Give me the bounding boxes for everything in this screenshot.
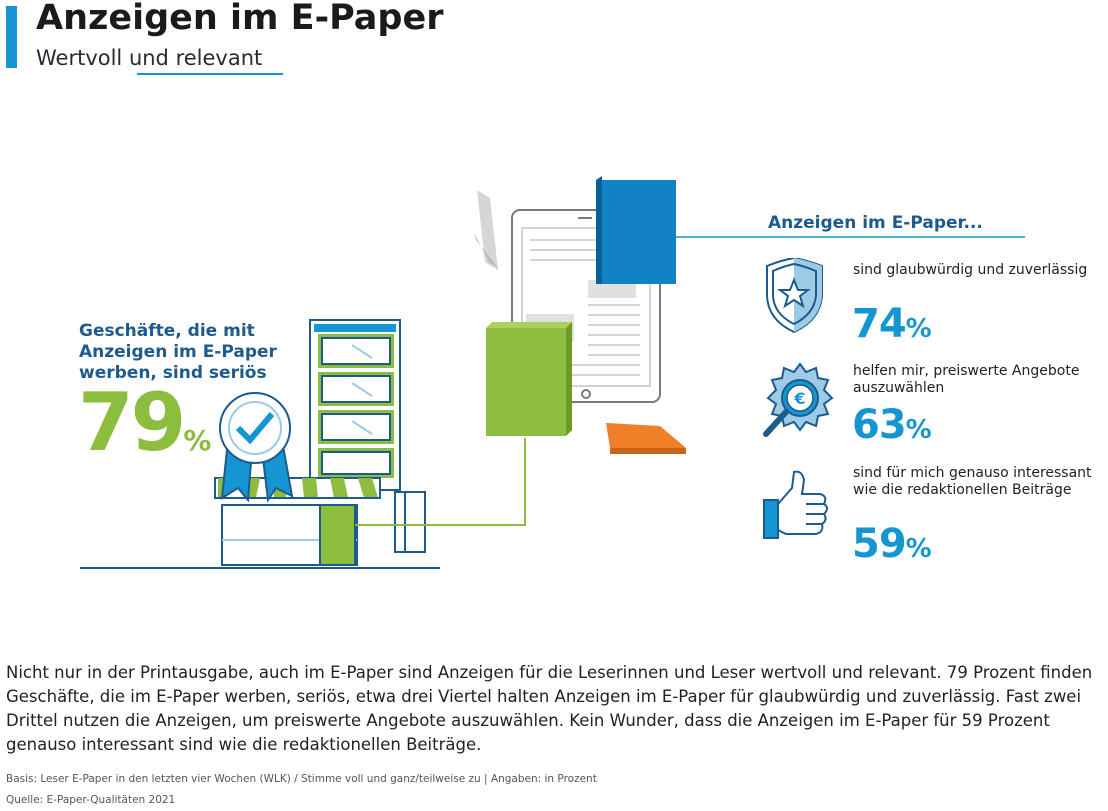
stat-3-number: 59 — [852, 521, 907, 567]
stat-2-number: 63 — [852, 402, 907, 448]
stat-3-unit: % — [905, 534, 932, 564]
stat-2-value: 63% — [852, 405, 932, 445]
stat-2-unit: % — [905, 415, 932, 445]
left-stat-number: 79 — [78, 376, 186, 469]
footnote-basis: Basis: Leser E-Paper in den letzten vier… — [6, 773, 597, 785]
stat-3-value: 59% — [852, 524, 932, 564]
left-stat-label: Geschäfte, die mit Anzeigen im E-Paper w… — [79, 321, 277, 383]
page-title: Anzeigen im E-Paper — [36, 0, 444, 38]
right-heading: Anzeigen im E-Paper... — [768, 213, 983, 233]
left-stat-unit: % — [183, 424, 212, 457]
subtitle-underline — [137, 73, 283, 75]
left-stat-value: 79% — [78, 383, 211, 463]
stat-1-unit: % — [905, 314, 932, 344]
shop-icon — [214, 477, 381, 566]
thumbs-up-icon — [763, 470, 828, 539]
stat-1-text: sind glaubwürdig und zuverlässig — [853, 262, 1088, 278]
stat-2-text: helfen mir, preiswerte Angebote auszuwäh… — [853, 363, 1080, 396]
building-icon — [309, 319, 401, 491]
euro-magnifier-icon: € — [763, 362, 834, 437]
stat-3-text: sind für mich genauso interessant wie di… — [853, 465, 1092, 498]
shield-star-icon — [766, 258, 823, 334]
footnote-source: Quelle: E-Paper-Qualitäten 2021 — [6, 794, 176, 806]
page-subtitle: Wertvoll und relevant — [36, 46, 263, 70]
quality-seal-icon — [219, 392, 294, 503]
stat-1-number: 74 — [852, 301, 907, 347]
title-accent-bar — [6, 6, 17, 68]
stat-1-value: 74% — [852, 304, 932, 344]
svg-text:€: € — [793, 389, 805, 408]
body-paragraph: Nicht nur in der Printausgabe, auch im E… — [6, 663, 1093, 754]
store-tablet-illustration — [80, 176, 1025, 569]
